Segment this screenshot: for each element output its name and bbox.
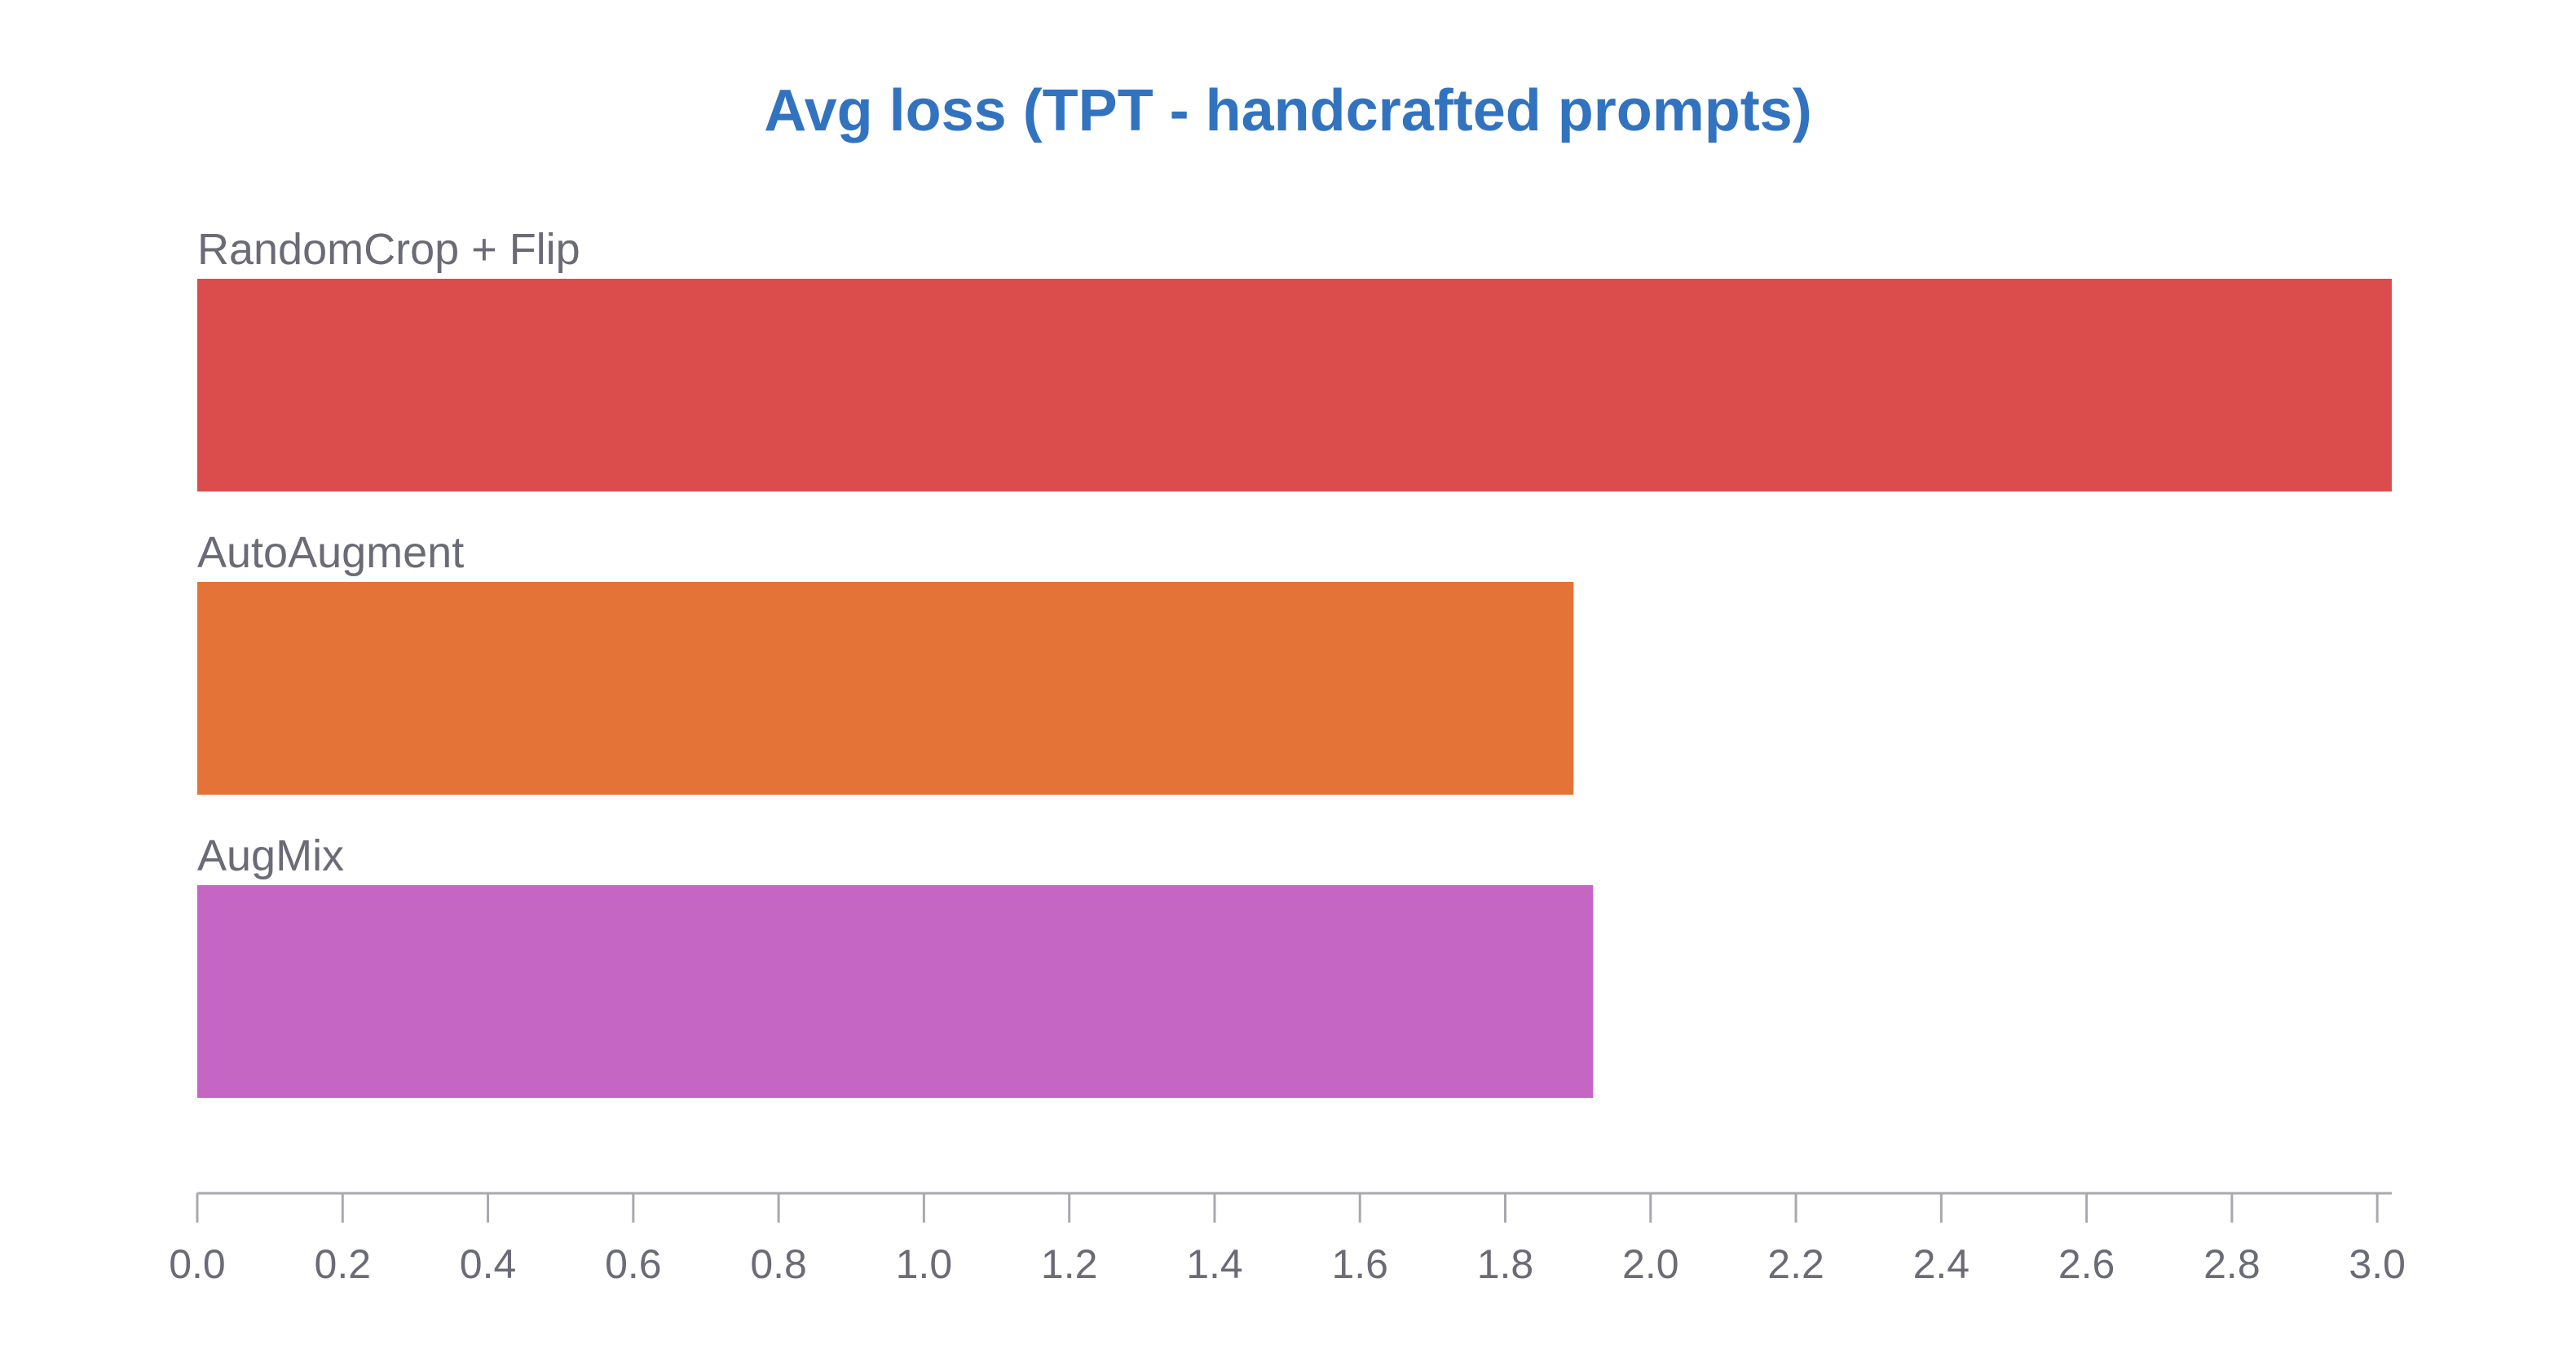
x-tick-label: 2.8 — [2203, 1241, 2261, 1287]
bar-randomcrop-flip — [197, 279, 2392, 491]
x-tick-label: 3.0 — [2349, 1241, 2406, 1287]
x-tick-label: 2.0 — [1622, 1241, 1679, 1287]
x-axis: 0.0 0.2 0.4 0.6 0.8 1.0 1.2 1.4 1.6 1.8 2.0 2.2 2.4 2… — [169, 1192, 2406, 1287]
x-tick-label: 1.8 — [1477, 1241, 1534, 1287]
x-tick-label: 0.6 — [605, 1241, 662, 1287]
bar-label-autoaugment: AutoAugment — [197, 528, 464, 577]
x-tick-label: 1.2 — [1041, 1241, 1098, 1287]
x-tick-label: 0.2 — [315, 1241, 372, 1287]
x-tick-label: 1.0 — [896, 1241, 953, 1287]
bar-label-augmix: AugMix — [197, 831, 344, 880]
bar-augmix — [197, 885, 1594, 1098]
x-tick-label: 2.4 — [1913, 1241, 1970, 1287]
bar-autoaugment — [197, 582, 1574, 795]
x-tick-label: 1.6 — [1331, 1241, 1388, 1287]
x-tick-label: 1.4 — [1186, 1241, 1243, 1287]
x-tick-label: 2.6 — [2058, 1241, 2115, 1287]
bar-label-randomcrop-flip: RandomCrop + Flip — [197, 225, 580, 274]
x-tick-label: 0.0 — [169, 1241, 226, 1287]
x-tick-label: 0.8 — [750, 1241, 807, 1287]
chart-title: Avg loss (TPT - handcrafted prompts) — [764, 78, 1811, 143]
x-tick-label: 2.2 — [1767, 1241, 1824, 1287]
x-tick-label: 0.4 — [460, 1241, 517, 1287]
bars-layer: RandomCrop + Flip AutoAugment AugMix — [197, 225, 2392, 1098]
